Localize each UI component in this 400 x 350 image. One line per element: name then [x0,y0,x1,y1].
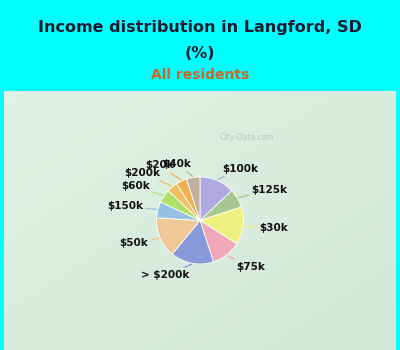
Text: All residents: All residents [151,68,249,82]
Wedge shape [200,177,232,220]
Wedge shape [161,191,200,220]
Wedge shape [156,218,200,254]
Wedge shape [168,184,200,220]
Wedge shape [186,177,200,220]
Text: $50k: $50k [119,238,159,248]
Text: $40k: $40k [162,159,193,176]
Text: $200k: $200k [125,168,172,186]
Wedge shape [200,220,237,262]
Text: (%): (%) [185,46,215,61]
Text: City-Data.com: City-Data.com [219,133,274,142]
Text: $125k: $125k [238,185,288,198]
Wedge shape [172,220,214,264]
Wedge shape [156,202,200,220]
Text: > $200k: > $200k [141,264,192,280]
Text: $100k: $100k [218,163,258,180]
Text: $30k: $30k [244,223,288,233]
Wedge shape [200,191,241,220]
Text: $75k: $75k [227,256,265,272]
Text: $60k: $60k [121,181,163,195]
Wedge shape [177,179,200,220]
Text: $20k: $20k [145,160,181,180]
Wedge shape [200,207,244,244]
Text: $150k: $150k [107,201,157,211]
Text: Income distribution in Langford, SD: Income distribution in Langford, SD [38,20,362,35]
